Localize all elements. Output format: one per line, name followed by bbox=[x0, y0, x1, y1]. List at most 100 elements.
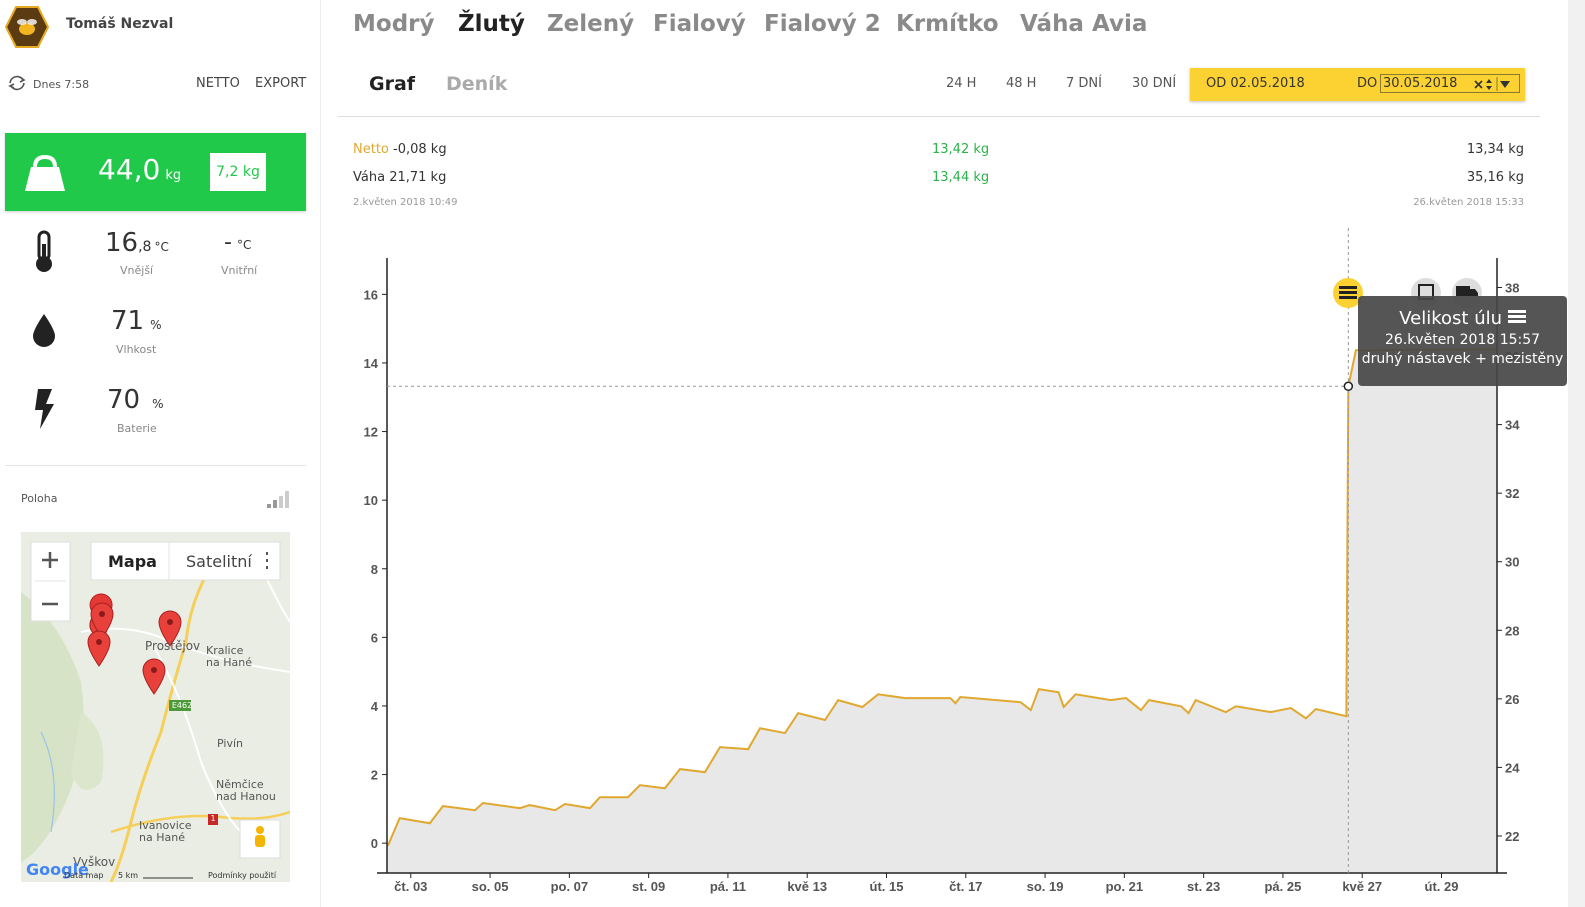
map-background bbox=[21, 541, 290, 882]
thermometer-icon bbox=[36, 230, 52, 272]
temp-outside: 16,8 °C bbox=[105, 228, 169, 258]
humidity-icon bbox=[33, 314, 55, 347]
netto-button[interactable]: NETTO bbox=[196, 76, 240, 91]
y2-tick-label: 38 bbox=[1505, 280, 1519, 295]
signal-icon bbox=[267, 491, 289, 508]
weight-icon bbox=[25, 154, 65, 191]
map-road: 1 bbox=[210, 814, 216, 823]
map-place: Pivín bbox=[217, 737, 243, 750]
weight-panel: 44,0 kg 7,2 kg bbox=[5, 133, 306, 211]
y-tick-label: 12 bbox=[364, 425, 378, 440]
input-controls[interactable] bbox=[1473, 77, 1517, 91]
range-button[interactable]: 30 DNÍ bbox=[1132, 76, 1177, 91]
sidebar: Tomáš Nezval Dnes 7:58 NETTO EXPORT 44,0… bbox=[0, 0, 321, 907]
battery-unit: % bbox=[152, 397, 164, 411]
x-tick-label: pá. 11 bbox=[710, 879, 746, 894]
x-tick-label: po. 07 bbox=[551, 879, 589, 894]
range-button[interactable]: 7 DNÍ bbox=[1066, 76, 1102, 91]
stat-end: 35,16 kg bbox=[1466, 170, 1524, 185]
map-footer[interactable]: Data map bbox=[64, 871, 104, 880]
series-name: Netto bbox=[353, 142, 389, 157]
to-value: 30.05.2018 bbox=[1383, 76, 1458, 91]
stat-end: 13,34 kg bbox=[1466, 142, 1524, 157]
map-scale: 5 km bbox=[118, 871, 139, 880]
logo[interactable] bbox=[5, 5, 49, 49]
temp-inside-unit: °C bbox=[236, 238, 252, 252]
y2-tick-label: 26 bbox=[1505, 692, 1519, 707]
map-place: Ivanovice na Hané bbox=[139, 819, 192, 844]
y2-tick-label: 30 bbox=[1505, 555, 1519, 570]
y2-tick-label: 28 bbox=[1505, 623, 1519, 638]
subtab[interactable]: Deník bbox=[446, 73, 508, 95]
temp-inside-label: Vnitřní bbox=[221, 264, 258, 277]
map-place: Němčice nad Hanou bbox=[216, 778, 276, 803]
date-to-input[interactable]: 30.05.2018 bbox=[1380, 74, 1520, 93]
tab[interactable]: Modrý bbox=[353, 11, 435, 37]
tab[interactable]: Zelený bbox=[547, 11, 635, 37]
map[interactable]: Mapa Satelitní Prostějov Kralice na Hané… bbox=[21, 532, 290, 882]
tab[interactable]: Krmítko bbox=[896, 11, 999, 37]
map-terms[interactable]: Podmínky použití bbox=[208, 871, 277, 880]
divider bbox=[5, 465, 306, 466]
tooltip-text: druhý nástavek + mezistěny bbox=[1361, 351, 1564, 367]
tooltip-title-text: Velikost úlu bbox=[1399, 308, 1503, 329]
humidity-value: 71 bbox=[111, 306, 145, 336]
temp-inside-value: - bbox=[224, 230, 232, 255]
from-label: OD bbox=[1206, 76, 1227, 91]
stat-row: Váha 21,71 kg bbox=[353, 170, 446, 185]
range-button[interactable]: 48 H bbox=[1006, 76, 1037, 91]
from-value: 02.05.2018 bbox=[1230, 76, 1305, 91]
stat-value: 21,71 kg bbox=[389, 170, 447, 185]
x-tick-label: čt. 17 bbox=[949, 879, 982, 894]
refresh-icon[interactable] bbox=[7, 74, 27, 92]
y-tick-label: 0 bbox=[371, 836, 378, 851]
end-time: 26.květen 2018 15:33 bbox=[1413, 197, 1524, 208]
x-tick-label: pá. 25 bbox=[1264, 879, 1301, 894]
map-place: Kralice na Hané bbox=[206, 644, 252, 669]
weight-area bbox=[387, 350, 1497, 874]
stat-diff: 13,42 kg bbox=[932, 142, 990, 157]
tab[interactable]: Váha Avia bbox=[1020, 11, 1148, 37]
y2-tick-label: 24 bbox=[1505, 760, 1520, 775]
scrollbar[interactable] bbox=[1568, 0, 1585, 907]
weight-unit: kg bbox=[165, 168, 182, 183]
y-tick-label: 6 bbox=[371, 630, 378, 645]
stat-diff: 13,44 kg bbox=[932, 170, 990, 185]
date-from[interactable]: OD 02.05.2018 bbox=[1206, 76, 1305, 91]
humidity-unit: % bbox=[150, 318, 162, 332]
user-name[interactable]: Tomáš Nezval bbox=[66, 16, 174, 32]
tooltip-time: 26.květen 2018 15:57 bbox=[1384, 332, 1541, 348]
temp-decimal: ,8 bbox=[138, 239, 152, 255]
weight-value: 44,0 kg bbox=[98, 153, 181, 186]
date-range: OD 02.05.2018 DO 30.05.2018 bbox=[1190, 68, 1525, 101]
x-tick-label: po. 21 bbox=[1106, 879, 1144, 894]
location-title: Poloha bbox=[21, 492, 58, 505]
stat-row: Netto -0,08 kg bbox=[353, 142, 447, 157]
stat-value: -0,08 kg bbox=[393, 142, 447, 157]
updated: Dnes 7:58 bbox=[33, 78, 90, 91]
tab[interactable]: Žlutý bbox=[458, 11, 525, 37]
map-type-map[interactable]: Mapa bbox=[108, 552, 157, 571]
x-tick-label: čt. 03 bbox=[394, 879, 427, 894]
map-type-satellite[interactable]: Satelitní bbox=[186, 552, 252, 571]
tooltip-title: Velikost úlu bbox=[1358, 308, 1567, 329]
tab[interactable]: Fialový 2 bbox=[764, 11, 881, 37]
tab[interactable]: Fialový bbox=[653, 11, 746, 37]
battery-icon bbox=[35, 389, 54, 429]
temp-outside-label: Vnější bbox=[120, 264, 154, 277]
y2-tick-label: 32 bbox=[1505, 486, 1519, 501]
x-tick-label: kvě 13 bbox=[787, 879, 827, 894]
export-button[interactable]: EXPORT bbox=[255, 76, 307, 91]
x-tick-label: kvě 27 bbox=[1342, 879, 1382, 894]
y-tick-label: 4 bbox=[371, 699, 379, 714]
subtab[interactable]: Graf bbox=[369, 73, 416, 95]
temp-value: 16 bbox=[105, 228, 139, 258]
weight-number: 44,0 bbox=[98, 153, 161, 186]
divider bbox=[338, 116, 1540, 117]
y-tick-label: 8 bbox=[371, 562, 378, 577]
y-tick-label: 14 bbox=[364, 356, 379, 371]
range-button[interactable]: 24 H bbox=[946, 76, 977, 91]
weight-change: 7,2 kg bbox=[210, 153, 266, 191]
x-tick-label: st. 23 bbox=[1187, 879, 1220, 894]
